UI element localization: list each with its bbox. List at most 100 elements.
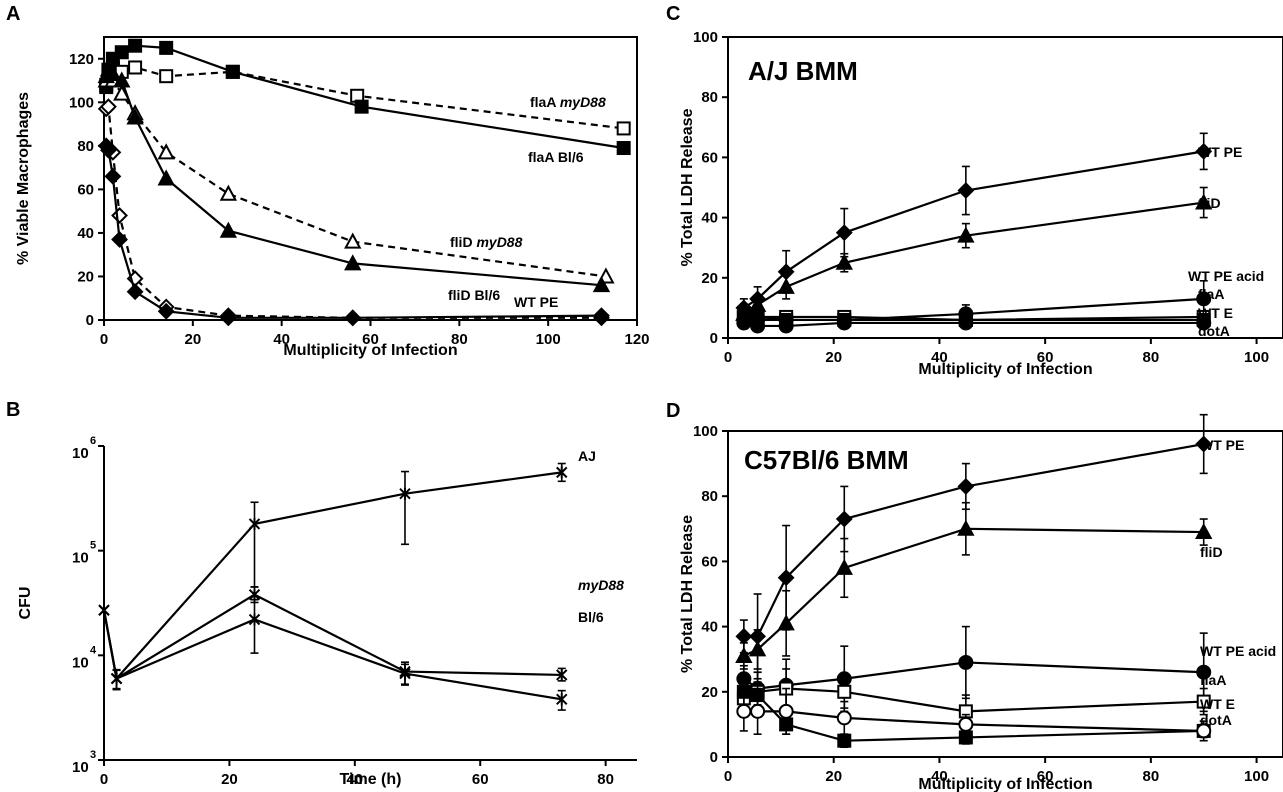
data-point <box>399 487 411 500</box>
x-tick-label: 80 <box>451 331 468 348</box>
data-point <box>111 231 128 248</box>
panel-label: C <box>666 3 680 25</box>
y-tick-exponent: 4 <box>90 644 97 656</box>
series-label-text: dotA <box>1198 323 1230 339</box>
y-tick-label: 80 <box>701 488 718 505</box>
data-point <box>958 315 974 331</box>
y-tick-label: 10 <box>72 759 89 776</box>
series-wt-pe-acid <box>736 625 1212 713</box>
data-point <box>777 569 795 587</box>
x-tick-label: 80 <box>597 771 614 788</box>
x-tick-label: 120 <box>624 331 649 348</box>
data-point <box>957 519 975 536</box>
data-point <box>777 614 795 631</box>
y-tick-label: 10 <box>72 550 89 567</box>
series-line <box>102 609 562 701</box>
series-label-text: flaA <box>530 94 560 110</box>
x-tick-label: 40 <box>931 768 948 785</box>
y-tick-label: 60 <box>77 181 94 198</box>
y-tick-label: 10 <box>72 445 89 462</box>
data-point <box>592 276 611 293</box>
label-wt-pe: WT PE <box>1200 437 1244 453</box>
series-line <box>105 104 602 319</box>
data-point <box>114 45 129 60</box>
series-label-italic: myD88 <box>476 234 522 250</box>
label-wt-pe: WT PE <box>514 294 558 310</box>
data-point <box>126 283 144 301</box>
data-point <box>957 478 975 495</box>
series-label-text: fliD <box>1198 195 1221 211</box>
series-line <box>743 661 1204 690</box>
data-point <box>1196 291 1212 307</box>
label-flid-bl6: fliD Bl/6 <box>448 287 500 303</box>
panel-label: B <box>6 399 20 421</box>
y-axis-label: % Viable Macrophages <box>15 92 32 265</box>
y-tick-label: 100 <box>693 423 718 440</box>
series-line <box>102 593 562 681</box>
plot-frame <box>727 430 1283 758</box>
data-point <box>1196 315 1212 331</box>
data-point <box>748 640 767 657</box>
data-point <box>344 309 362 327</box>
x-tick-label: 80 <box>1143 768 1160 785</box>
data-point <box>735 627 753 645</box>
x-tick-label: 40 <box>273 331 290 348</box>
series-flid <box>735 501 1213 670</box>
x-tick-label: 20 <box>825 349 842 366</box>
x-axis-label: Multiplicity of Infection <box>918 361 1092 378</box>
data-point <box>1195 142 1213 160</box>
series-dota <box>736 687 1212 742</box>
series-line <box>743 201 1204 315</box>
data-point <box>750 703 766 719</box>
x-axis-label: Time (h) <box>340 771 402 788</box>
x-tick-label: 100 <box>1244 349 1269 366</box>
series-flaa <box>736 668 1211 729</box>
data-point <box>835 510 853 528</box>
x-tick-label: 0 <box>100 331 108 348</box>
data-point <box>1195 522 1213 540</box>
x-tick-label: 0 <box>724 349 732 366</box>
data-point <box>219 221 238 238</box>
plot-frame <box>727 36 1283 339</box>
y-tick-label: 0 <box>710 330 718 347</box>
series-wt-pe <box>97 137 610 327</box>
panel-label: D <box>666 400 680 422</box>
series-line <box>743 321 1204 328</box>
y-tick-label: 40 <box>77 225 94 242</box>
panel-C: C 0 20 40 60 80 100 0 20 40 60 80 100 Multiplicity of… <box>666 3 1283 378</box>
data-point <box>248 613 261 626</box>
y-tick-exponent: 6 <box>90 435 96 447</box>
data-point <box>735 646 753 663</box>
data-point <box>159 69 174 84</box>
data-point <box>100 98 117 116</box>
data-point <box>344 232 362 249</box>
data-point <box>159 40 174 55</box>
x-tick-label: 20 <box>825 768 842 785</box>
data-point <box>616 141 631 156</box>
x-tick-label: 40 <box>931 349 948 366</box>
label-wt-pe-acid: WT PE acid <box>1200 643 1276 659</box>
x-tick-label: 0 <box>100 771 108 788</box>
data-point <box>157 169 175 186</box>
data-point <box>616 121 631 136</box>
series-wt-pe <box>735 132 1213 318</box>
data-point <box>104 167 122 185</box>
label-dota: dotA <box>1200 712 1232 728</box>
label-flid: fliD <box>1200 544 1223 560</box>
x-tick-label: 40 <box>346 771 363 788</box>
data-point <box>1195 435 1213 453</box>
panel-A: A 0 20 40 60 80 100 120 0 20 40 60 80 100 120 Multiplic… <box>6 3 650 359</box>
panel-D: D 0 20 40 60 80 100 0 20 40 60 80 100 Multiplicity of… <box>666 400 1283 792</box>
data-point <box>777 277 795 294</box>
series-label-italic: myD88 <box>560 94 606 110</box>
data-point <box>219 309 237 327</box>
label-flaa: flaA <box>1200 672 1226 688</box>
series-line <box>743 710 1204 733</box>
data-point <box>113 71 131 88</box>
y-tick-label: 100 <box>69 94 94 111</box>
series-label-text: WT PE <box>1198 144 1242 160</box>
y-tick-label: 60 <box>701 553 718 570</box>
series-myd88 <box>98 586 568 690</box>
series-line <box>743 687 1204 713</box>
x-tick-label: 100 <box>1244 768 1269 785</box>
